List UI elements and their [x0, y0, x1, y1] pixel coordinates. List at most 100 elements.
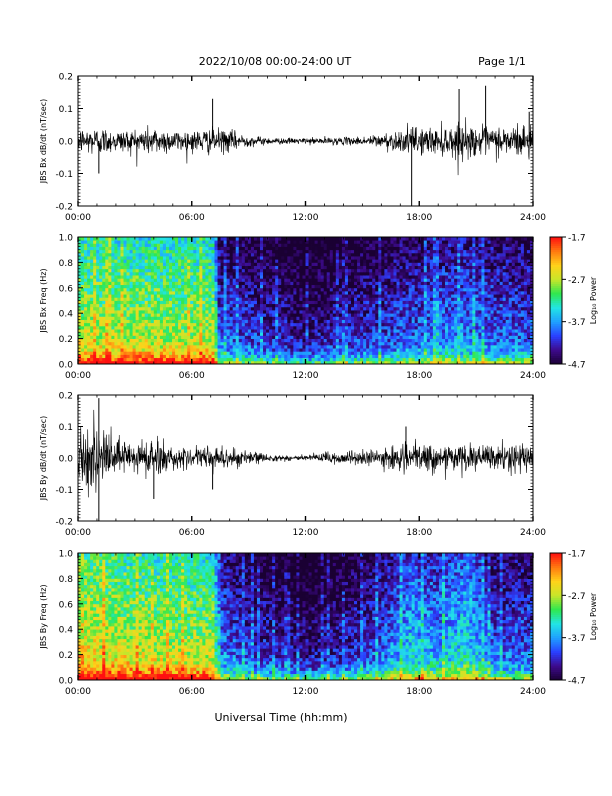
bx-spec-cell: [384, 348, 387, 352]
bx-spec-cell: [124, 326, 127, 330]
bx-spec-cell: [415, 297, 418, 301]
bx-spec-cell: [102, 288, 105, 292]
bx-spec-cell: [263, 278, 266, 282]
bx-spec-cell: [266, 243, 269, 247]
bx-spec-cell: [199, 307, 202, 311]
bx-spec-cell: [412, 345, 415, 349]
bx-spec-cell: [172, 329, 175, 333]
bx-spec-cell: [117, 247, 120, 251]
bx-spec-cell: [366, 272, 369, 276]
bx-spec-cell: [251, 339, 254, 343]
bx-spec-cell: [111, 281, 114, 285]
bx-spec-cell: [290, 301, 293, 305]
bx-spec-cell: [433, 342, 436, 346]
bx-spec-cell: [193, 256, 196, 260]
bx-spec-cell: [211, 250, 214, 254]
bx-spec-cell: [196, 320, 199, 324]
bx-spec-cell: [281, 323, 284, 327]
bx-spec-cell: [336, 259, 339, 263]
bx-spec-cell: [133, 262, 136, 266]
bx-spec-cell: [269, 301, 272, 305]
bx-spec-cell: [387, 272, 390, 276]
bx-spec-cell: [348, 310, 351, 314]
bx-spec-cell: [127, 272, 130, 276]
bx-spec-cell: [406, 358, 409, 362]
bx-spec-cell: [193, 259, 196, 263]
bx-spec-cell: [139, 301, 142, 305]
bx-spec-cell: [187, 256, 190, 260]
bx-spec-cell: [111, 354, 114, 358]
bx-spec-cell: [136, 240, 139, 244]
bx-spec-cell: [257, 291, 260, 295]
bx-spec-cell: [427, 291, 430, 295]
bx-spec-cell: [84, 301, 87, 305]
bx-spec-cell: [378, 335, 381, 339]
bx-spec-cell: [299, 323, 302, 327]
bx-spec-cell: [312, 259, 315, 263]
bx-spec-cell: [133, 297, 136, 301]
bx-spec-cell: [199, 339, 202, 343]
bx-spec-cell: [202, 335, 205, 339]
bx-spec-cell: [160, 272, 163, 276]
bx-spec-cell: [421, 326, 424, 330]
bx-spec-cell: [160, 307, 163, 311]
bx-spec-cell: [433, 326, 436, 330]
bx-spec-cell: [290, 294, 293, 298]
bx-spec-cell: [169, 275, 172, 279]
bx-spec-cell: [390, 332, 393, 336]
bx-spec-cell: [105, 304, 108, 308]
bx-spec-cell: [136, 358, 139, 362]
bx-spec-cell: [318, 281, 321, 285]
bx-spec-cell: [211, 301, 214, 305]
bx-spec-cell: [163, 247, 166, 251]
bx-spec-cell: [315, 354, 318, 358]
bx-spec-cell: [381, 320, 384, 324]
bx-spec-cell: [348, 291, 351, 295]
bx-spec-cell: [221, 339, 224, 343]
bx-spec-cell: [372, 326, 375, 330]
bx-spec-cell: [160, 266, 163, 270]
bx-spec-cell: [218, 301, 221, 305]
bx-spec-cell: [211, 275, 214, 279]
bx-spec-cell: [142, 345, 145, 349]
bx-spec-cell: [354, 316, 357, 320]
bx-spec-cell: [400, 332, 403, 336]
bx-spec-cell: [281, 304, 284, 308]
bx-spec-cell: [327, 326, 330, 330]
bx-spec-cell: [397, 348, 400, 352]
bx-spec-cell: [178, 313, 181, 317]
bx-spec-cell: [199, 272, 202, 276]
bx-spec-cell: [348, 240, 351, 244]
bx-spec-cell: [442, 243, 445, 247]
bx-spec-cell: [409, 297, 412, 301]
bx-spec-cell: [351, 285, 354, 289]
bx-spec-cell: [287, 354, 290, 358]
bx-spec-cell: [151, 288, 154, 292]
bx-spec-cell: [315, 297, 318, 301]
bx-spec-cell: [193, 272, 196, 276]
bx-spec-cell: [166, 266, 169, 270]
bx-spec-cell: [327, 316, 330, 320]
bx-spec-cell: [218, 256, 221, 260]
bx-spec-cell: [81, 297, 84, 301]
bx-spec-cell: [442, 253, 445, 257]
bx-spec-cell: [251, 313, 254, 317]
bx-spec-cell: [160, 285, 163, 289]
bx-spec-cell: [233, 320, 236, 324]
bx-spec-cell: [148, 259, 151, 263]
bx-spec-cell: [227, 291, 230, 295]
bx-spec-cell: [387, 266, 390, 270]
bx-spec-cell: [421, 301, 424, 305]
bx-spec-cell: [157, 339, 160, 343]
bx-spec-cell: [218, 335, 221, 339]
bx-spec-cell: [390, 285, 393, 289]
bx-spec-cell: [230, 320, 233, 324]
bx-spec-cell: [397, 301, 400, 305]
bx-spec-cell: [175, 253, 178, 257]
bx-spec-cell: [184, 272, 187, 276]
bx-spec-cell: [127, 358, 130, 362]
bx-spec-cell: [130, 275, 133, 279]
bx-spec-cell: [133, 281, 136, 285]
bx-spec-cell: [230, 262, 233, 266]
bx-spec-cell: [278, 243, 281, 247]
